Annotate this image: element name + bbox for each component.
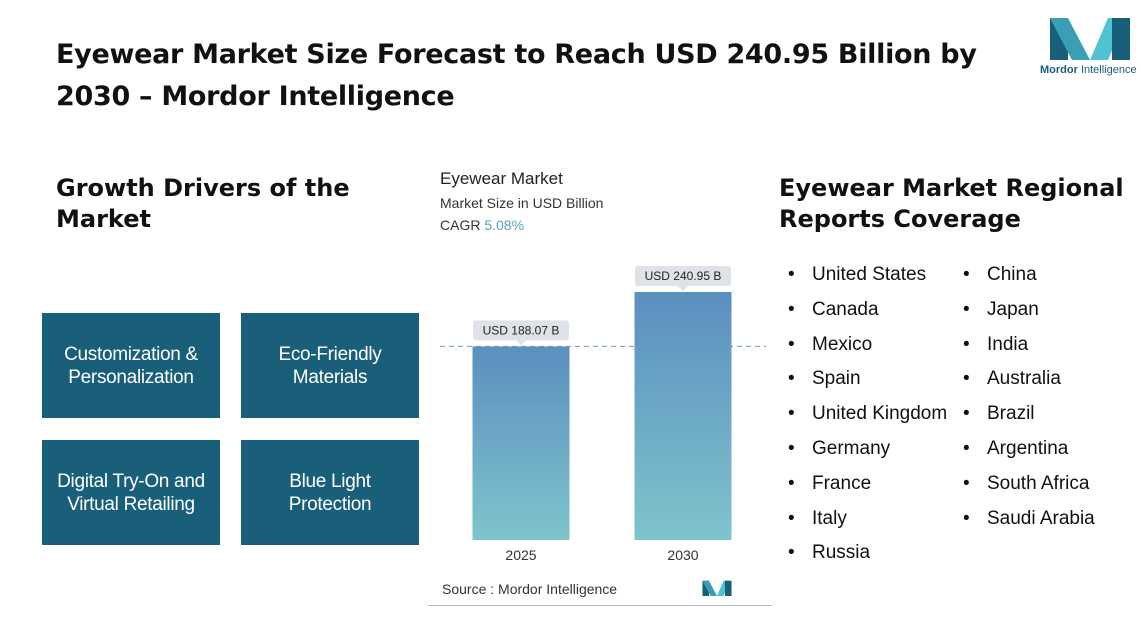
region-item: Japan [963,299,1095,334]
cagr-label: CAGR [440,217,481,233]
region-item: Germany [788,438,947,473]
chart-cagr: CAGR 5.08% [440,217,524,233]
regions-list-left: United StatesCanadaMexicoSpainUnited Kin… [788,264,947,577]
driver-eco-friendly: Eco-Friendly Materials [241,313,419,418]
region-item: South Africa [963,473,1095,508]
data-label-2025: USD 188.07 B [473,320,569,346]
x-tick-label: 2030 [667,547,698,563]
page-title: Eyewear Market Size Forecast to Reach US… [56,39,977,112]
region-item: India [963,334,1095,369]
chart-divider [428,605,772,606]
bar-2030 [634,292,732,540]
region-item: Mexico [788,334,947,369]
logo-wordmark: Mordor Intelligence [1040,64,1137,76]
driver-digital-try-on: Digital Try-On and Virtual Retailing [42,440,220,545]
region-item: Saudi Arabia [963,508,1095,543]
data-label-text: USD 188.07 B [483,323,560,337]
region-item: Argentina [963,438,1095,473]
x-tick-label: 2025 [505,547,536,563]
chart-subtitle: Market Size in USD Billion [440,195,604,211]
chart-title: Eyewear Market [440,169,563,188]
region-item: Spain [788,368,947,403]
cagr-value: 5.08% [484,217,525,233]
region-item: Russia [788,542,947,577]
bar-chart: USD 188.07 B 2025 USD 240.95 B 2030 [440,266,766,563]
region-item: Australia [963,368,1095,403]
mordor-mini-logo-icon [702,580,732,596]
mordor-logo-icon [1050,18,1130,60]
driver-customization: Customization & Personalization [42,313,220,418]
bar-2025 [472,346,570,540]
region-item: United States [788,264,947,299]
region-item: China [963,264,1095,299]
growth-drivers-heading: Growth Drivers of the Market [56,174,350,233]
region-item: Brazil [963,403,1095,438]
regions-list-right: ChinaJapanIndiaAustraliaBrazilArgentinaS… [963,264,1095,542]
region-item: Canada [788,299,947,334]
region-item: France [788,473,947,508]
region-item: United Kingdom [788,403,947,438]
data-label-2030: USD 240.95 B [635,266,731,291]
driver-blue-light: Blue Light Protection [241,440,419,545]
regional-coverage-heading: Eyewear Market Regional Reports Coverage [779,174,1124,233]
chart-source: Source : Mordor Intelligence [442,581,618,597]
mordor-logo: Mordor Intelligence [1040,16,1140,78]
data-label-text: USD 240.95 B [645,269,722,283]
region-item: Italy [788,508,947,543]
